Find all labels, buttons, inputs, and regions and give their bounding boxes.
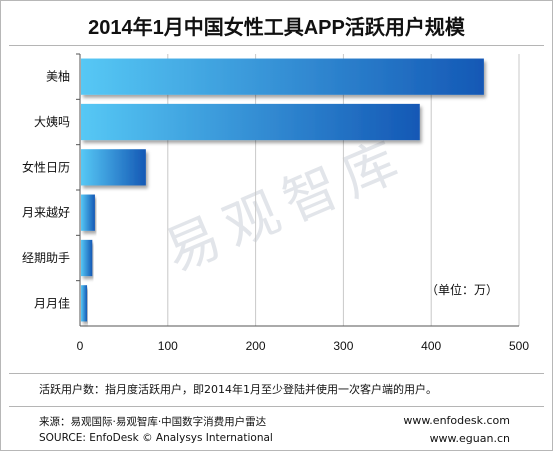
source-chinese: 来源：易观国际·易观智库·中国数字消费用户雷达 [39, 416, 267, 428]
x-tick-label: 400 [421, 339, 441, 353]
bar-0 [81, 58, 484, 95]
bar-2 [81, 149, 146, 186]
unit-label: （单位：万） [426, 283, 499, 297]
bar-5 [81, 285, 88, 322]
source-english: SOURCE: EnfoDesk © Analysys Internationa… [39, 432, 273, 444]
source-divider [9, 406, 544, 407]
url-eguan: www.eguan.cn [429, 432, 510, 445]
x-tick-label: 500 [509, 339, 529, 353]
category-label: 女性日历 [22, 159, 70, 174]
chart-title: 2014年1月中国女性工具APP活跃用户规模 [88, 17, 465, 39]
x-tick-label: 300 [333, 339, 353, 353]
category-label: 大姨吗 [34, 115, 70, 129]
category-label: 月月佳 [34, 296, 70, 310]
url-enfodesk: www.enfodesk.com [403, 414, 510, 427]
note-divider [9, 373, 544, 374]
bar-1 [81, 103, 420, 141]
x-tick-label: 100 [158, 339, 178, 353]
bar-4 [81, 239, 93, 277]
x-tick-label: 0 [77, 339, 84, 353]
category-label: 经期助手 [22, 251, 70, 265]
bar-3 [81, 194, 95, 231]
x-tick-label: 200 [246, 339, 266, 353]
category-label: 美柚 [46, 69, 70, 84]
title-divider [9, 45, 544, 46]
definition-note: 活跃用户数：指月度活跃用户，即2014年1月至少登陆并使用一次客户端的用户。 [39, 383, 437, 396]
category-label: 月来越好 [22, 206, 70, 220]
